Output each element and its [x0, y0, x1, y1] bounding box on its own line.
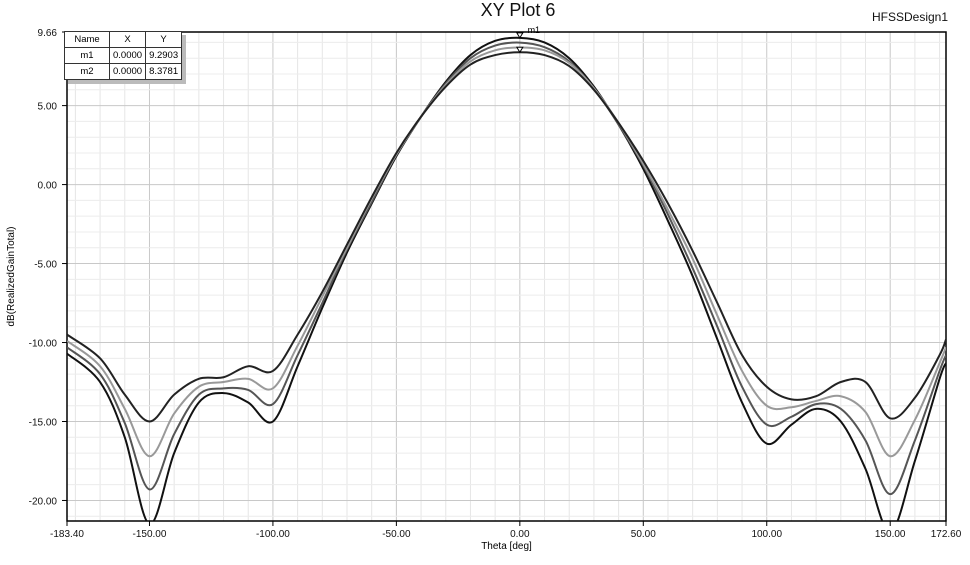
y-tick-label: -5.00 — [34, 260, 57, 271]
y-tick-label: -15.00 — [29, 417, 58, 428]
marker-row: m10.00009.2903 — [65, 48, 182, 64]
y-tick-label: -10.00 — [29, 339, 58, 350]
marker-name: m2 — [65, 64, 110, 80]
header-name: Name — [65, 32, 110, 48]
marker-y: 8.3781 — [146, 64, 182, 80]
x-tick-label: 0.00 — [510, 529, 530, 540]
marker-row: m20.00008.3781 — [65, 64, 182, 80]
marker-table: NameXY m10.00009.2903 m20.00008.3781 — [64, 31, 182, 80]
x-tick-label: 150.00 — [875, 529, 906, 540]
y-tick-label: 9.66 — [38, 28, 58, 39]
marker-x: 0.0000 — [110, 48, 146, 64]
marker-table-header: NameXY — [65, 32, 182, 48]
header-x: X — [110, 32, 146, 48]
y-tick-label: -20.00 — [29, 496, 58, 507]
x-tick-label: 100.00 — [751, 529, 782, 540]
marker-label: m1 — [528, 25, 541, 35]
y-axis-label: dB(RealizedGainTotal) — [6, 226, 17, 326]
header-y: Y — [146, 32, 182, 48]
plot-area: -183.40 -150.00 -100.00 -50.00 0.00 50.00 100.… — [0, 0, 970, 565]
y-tick-label: 5.00 — [38, 102, 58, 113]
marker-name: m1 — [65, 48, 110, 64]
x-tick-label: -50.00 — [382, 529, 411, 540]
x-tick-label: -150.00 — [133, 529, 167, 540]
y-tick-label: 0.00 — [38, 181, 58, 192]
x-tick-label: 172.60 — [931, 529, 962, 540]
x-tick-label: -183.40 — [50, 529, 84, 540]
x-axis-label: Theta [deg] — [481, 541, 532, 552]
x-tick-label: 50.00 — [631, 529, 656, 540]
marker-x: 0.0000 — [110, 64, 146, 80]
marker-y: 9.2903 — [146, 48, 182, 64]
x-tick-label: -100.00 — [256, 529, 290, 540]
